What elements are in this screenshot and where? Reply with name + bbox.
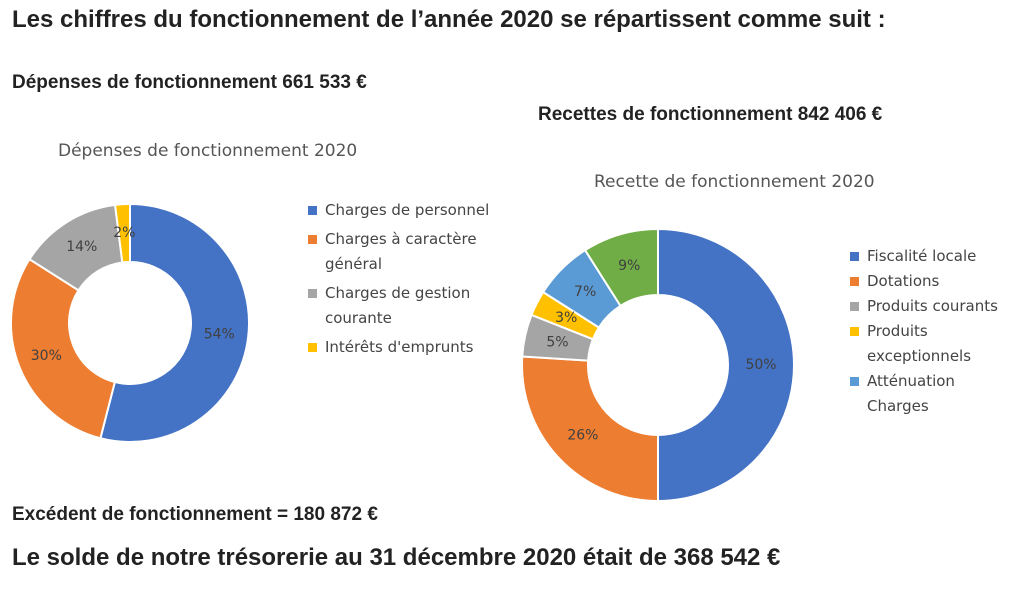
- recettes-slice-label-6: 9%: [618, 258, 640, 274]
- recettes-legend-item-fiscalite-locale: Fiscalité locale: [850, 244, 1017, 269]
- depenses-legend-label: Intérêts d'emprunts: [325, 338, 474, 356]
- recettes-legend-item-produits-courants: Produits courants: [850, 294, 1017, 319]
- recettes-slice-dotations: [521, 355, 659, 503]
- recettes-slice-label-5: 7%: [574, 284, 596, 300]
- depenses-legend-label: Charges à caractère: [325, 230, 477, 248]
- recettes-legend-label: Dotations: [867, 272, 940, 290]
- depenses-legend-label: Charges de gestion: [325, 284, 471, 302]
- depenses-legend: Charges de personnel Charges à caractère g…: [308, 198, 508, 364]
- recettes-legend-label: exceptionnels: [867, 347, 972, 365]
- recettes-legend-swatch: [850, 377, 859, 386]
- solde-text: Le solde de notre trésorerie au 31 décem…: [12, 544, 781, 571]
- recettes-slice-fiscalite-locale: [657, 227, 795, 503]
- recettes-slice-slice-6: [583, 227, 659, 308]
- depenses-slice-label-3: 14%: [66, 239, 97, 255]
- recettes-legend-label: Atténuation: [867, 372, 955, 390]
- recettes-legend: Fiscalité locale Dotations Produits couran…: [850, 244, 1017, 419]
- recettes-heading: Recettes de fonctionnement 842 406 €: [538, 104, 883, 125]
- depenses-legend-label: général: [325, 255, 383, 273]
- recettes-legend-label: Produits: [867, 322, 928, 340]
- depenses-heading: Dépenses de fonctionnement 661 533 €: [12, 72, 367, 93]
- excedent-text: Excédent de fonctionnement = 180 872 €: [12, 504, 378, 525]
- depenses-donut-chart: 54% 30% 14% 2%: [10, 202, 250, 443]
- depenses-legend-item-charges-de-gestion-courante: Charges de gestion courante: [308, 281, 508, 331]
- recettes-legend-item-attenuation-charges: Atténuation Charges: [850, 369, 1017, 419]
- recettes-slice-label-3: 5%: [546, 335, 568, 351]
- recettes-legend-item-produits-exceptionnels: Produits exceptionnels: [850, 319, 1017, 369]
- depenses-legend-swatch: [308, 289, 317, 298]
- recettes-legend-swatch: [850, 252, 859, 261]
- depenses-legend-label: Charges de personnel: [325, 201, 490, 219]
- depenses-legend-item-charges-a-caractere-general: Charges à caractère général: [308, 227, 508, 277]
- depenses-legend-label: courante: [325, 309, 392, 327]
- depenses-legend-item-charges-de-personnel: Charges de personnel: [308, 198, 508, 223]
- page-title: Les chiffres du fonctionnement de l’anné…: [12, 6, 886, 33]
- depenses-slice-charges-de-personnel: [99, 202, 250, 443]
- depenses-slice-label-4: 2%: [113, 225, 135, 241]
- recettes-slice-label-4: 3%: [555, 310, 577, 326]
- depenses-slice-label-2: 30%: [31, 348, 62, 364]
- depenses-chart-title: Dépenses de fonctionnement 2020: [58, 141, 358, 161]
- recettes-slice-label-1: 50%: [745, 357, 776, 373]
- recettes-donut-chart: 50% 26% 5% 3% 7% 9%: [521, 227, 795, 503]
- recettes-slice-label-2: 26%: [567, 428, 598, 444]
- recettes-legend-swatch: [850, 327, 859, 336]
- recettes-legend-label: Produits courants: [867, 297, 998, 315]
- depenses-slice-charges-a-caractere-general: [10, 257, 117, 440]
- depenses-legend-item-interets-d-emprunts: Intérêts d'emprunts: [308, 335, 508, 360]
- recettes-chart-title: Recette de fonctionnement 2020: [594, 172, 875, 192]
- recettes-legend-swatch: [850, 302, 859, 311]
- recettes-legend-swatch: [850, 277, 859, 286]
- recettes-legend-label: Fiscalité locale: [867, 247, 977, 265]
- recettes-legend-item-dotations: Dotations: [850, 269, 1017, 294]
- depenses-slice-interets-d-emprunts: [113, 202, 131, 264]
- depenses-slice-label-1: 54%: [204, 326, 235, 342]
- depenses-legend-swatch: [308, 235, 317, 244]
- recettes-legend-label: Charges: [867, 397, 929, 415]
- depenses-legend-swatch: [308, 343, 317, 352]
- depenses-legend-swatch: [308, 206, 317, 215]
